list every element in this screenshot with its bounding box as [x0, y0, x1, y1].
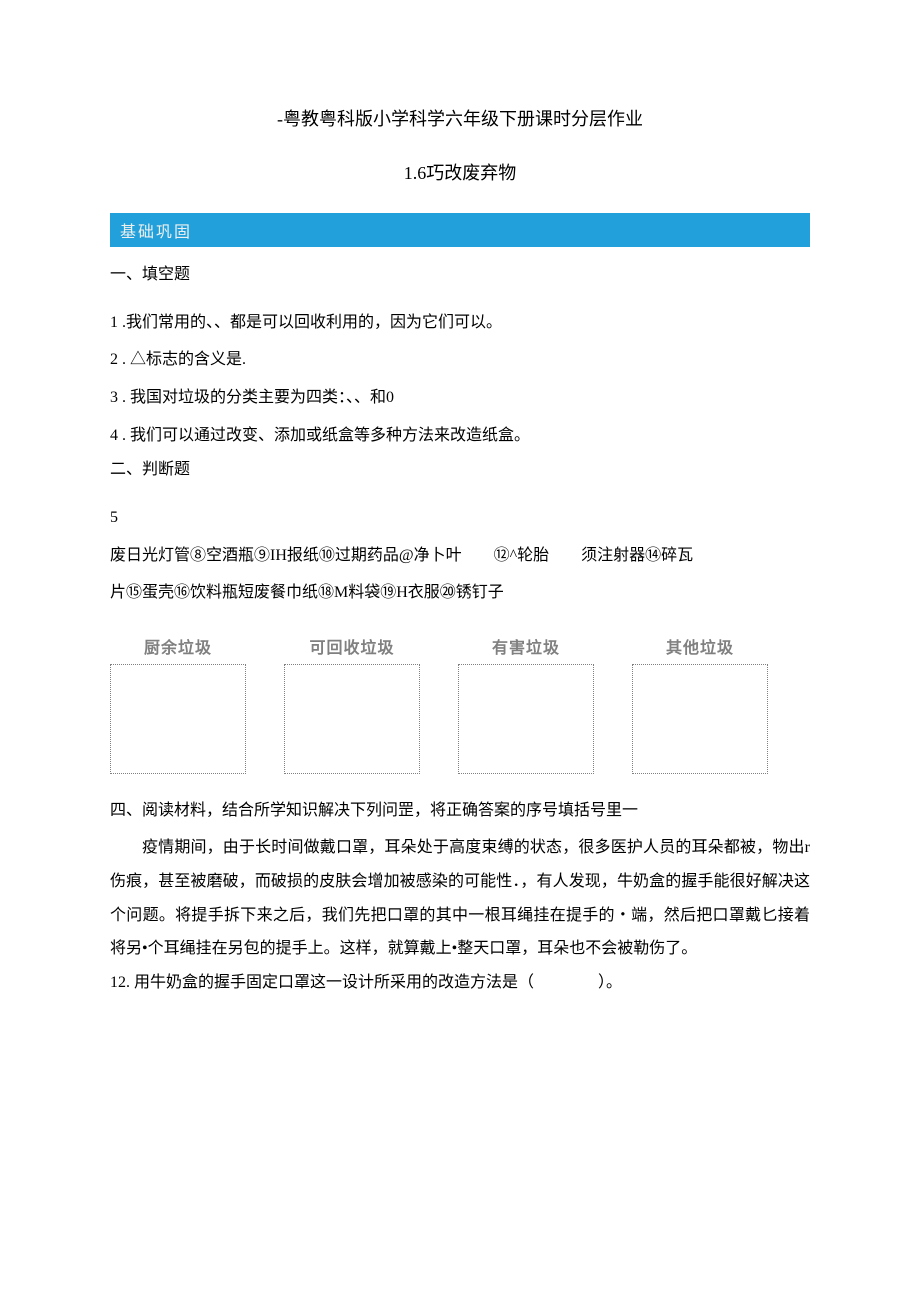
- question-4: 4 . 我们可以通过改变、添加或纸盒等多种方法来改造纸盒。: [110, 419, 810, 453]
- doc-subtitle: 1.6巧改废弃物: [110, 159, 810, 185]
- category-table: 厨余垃圾 可回收垃圾 有害垃圾 其他垃圾: [110, 634, 810, 774]
- question-3: 3 . 我国对垃圾的分类主要为四类：、、和0: [110, 381, 810, 415]
- question-12: 12. 用牛奶盒的握手固定口罩这一设计所采用的改造方法是（ ）。: [110, 966, 810, 1000]
- table-col: 其他垃圾: [632, 634, 768, 774]
- table-header-2: 可回收垃圾: [309, 634, 394, 658]
- question-5: 5: [110, 501, 810, 535]
- section-4-heading: 四、阅读材料，结合所学知识解决下列问罡，将正确答案的序号填括号里一: [110, 794, 810, 828]
- table-box-1: [110, 664, 246, 774]
- section-1-heading: 一、填空题: [110, 261, 810, 290]
- table-box-3: [458, 664, 594, 774]
- table-box-4: [632, 664, 768, 774]
- section-banner: 基础巩固: [110, 213, 810, 247]
- table-box-2: [284, 664, 420, 774]
- section-2-heading: 二、判断题: [110, 456, 810, 485]
- table-header-3: 有害垃圾: [492, 634, 560, 658]
- table-header-4: 其他垃圾: [666, 634, 734, 658]
- table-col: 有害垃圾: [458, 634, 594, 774]
- reading-paragraph: 疫情期间，由于长时间做戴口罩，耳朵处于高度束缚的状态，很多医护人员的耳朵都被，物…: [110, 831, 810, 965]
- spacer: [110, 614, 810, 624]
- table-col: 厨余垃圾: [110, 634, 246, 774]
- question-1: 1 .我们常用的、、都是可以回收利用的，因为它们可以。: [110, 306, 810, 340]
- table-header-1: 厨余垃圾: [144, 634, 212, 658]
- item-list-line-1: 废日光灯管⑧空酒瓶⑨IH报纸⑩过期药品@净卜叶 ⑫^轮胎 须注射器⑭碎瓦: [110, 539, 810, 573]
- item-list-line-2: 片⑮蛋壳⑯饮料瓶短废餐巾纸⑱M料袋⑲H衣服⑳锈钉子: [110, 576, 810, 610]
- question-2: 2 . △标志的含义是.: [110, 343, 810, 377]
- doc-title: -粤教粤科版小学科学六年级下册课时分层作业: [110, 105, 810, 131]
- table-col: 可回收垃圾: [284, 634, 420, 774]
